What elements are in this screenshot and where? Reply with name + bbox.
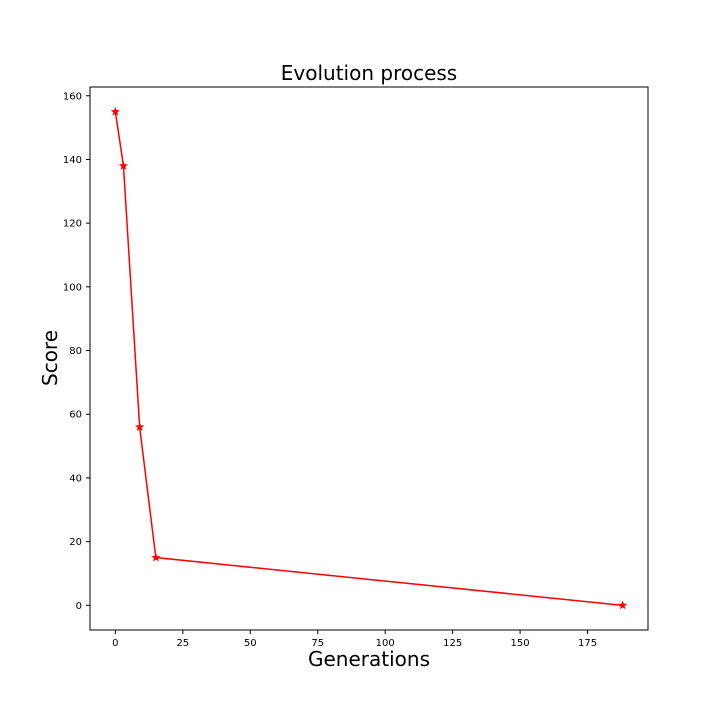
y-tick-label: 20 (69, 537, 82, 548)
x-tick-label: 150 (511, 638, 530, 649)
y-tick-label: 60 (69, 410, 82, 421)
y-tick-label: 0 (76, 601, 82, 612)
y-tick-label: 100 (63, 282, 82, 293)
x-axis-ticks: 0 25 50 75 100 125 150 175 (112, 630, 597, 649)
y-tick-label: 80 (69, 346, 82, 357)
data-point-star (151, 552, 161, 562)
y-tick-label: 140 (63, 155, 82, 166)
data-point-star (110, 106, 120, 116)
data-point-star (135, 422, 145, 431)
x-tick-label: 50 (244, 638, 257, 649)
y-axis-ticks: 0 20 40 60 80 100 120 140 160 (63, 91, 90, 612)
x-tick-label: 75 (311, 638, 324, 649)
y-tick-label: 120 (63, 219, 82, 230)
y-tick-label: 160 (63, 91, 82, 102)
y-tick-label: 40 (69, 473, 82, 484)
x-tick-label: 0 (112, 638, 118, 649)
data-point-star (618, 600, 628, 610)
plot-area (110, 106, 628, 610)
y-axis-label: Score (38, 330, 62, 386)
x-tick-label: 125 (443, 638, 462, 649)
data-point-star (118, 160, 129, 170)
x-tick-label: 175 (578, 638, 597, 649)
x-tick-label: 25 (176, 638, 189, 649)
chart-title: Evolution process (281, 61, 457, 85)
x-axis-label: Generations (308, 647, 430, 671)
x-tick-label: 100 (376, 638, 395, 649)
plot-frame (89, 86, 649, 631)
